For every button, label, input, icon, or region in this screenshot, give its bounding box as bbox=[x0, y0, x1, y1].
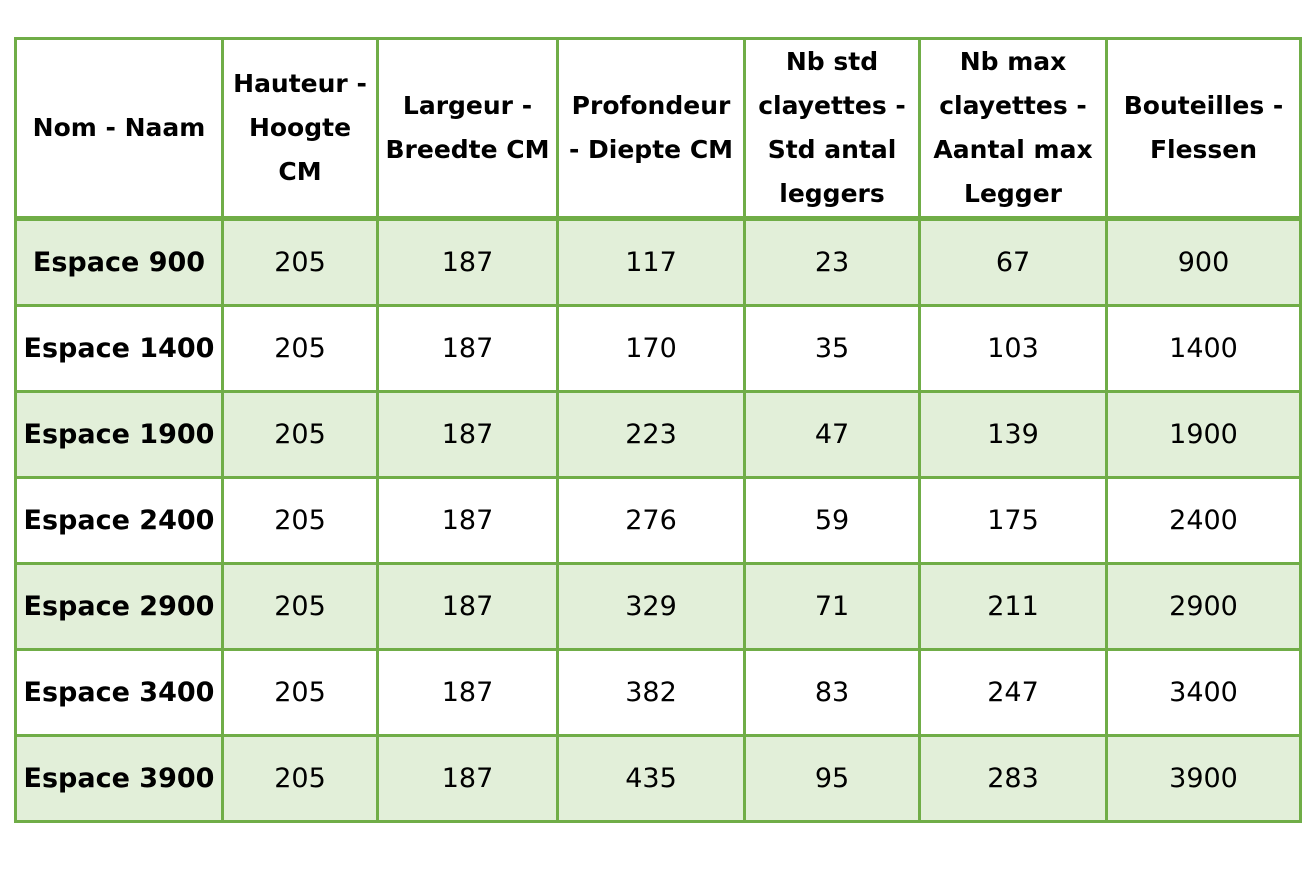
cell-std-shelves: 71 bbox=[743, 562, 921, 651]
cell-max-shelves: 67 bbox=[918, 217, 1108, 307]
cell-height: 205 bbox=[221, 217, 379, 307]
cell-std-shelves: 59 bbox=[743, 476, 921, 565]
table-row: Espace 2400 205 187 276 59 175 2400 bbox=[14, 476, 1302, 565]
header-std-shelves: Nb std clayettes - Std antal leggers bbox=[743, 37, 921, 221]
cell-std-shelves: 47 bbox=[743, 390, 921, 479]
header-max-shelves: Nb max clayettes - Aantal max Legger bbox=[918, 37, 1108, 221]
cell-depth: 435 bbox=[556, 734, 746, 823]
cell-bottles: 2900 bbox=[1105, 562, 1302, 651]
header-width: Largeur - Breedte CM bbox=[376, 37, 559, 221]
cell-depth: 382 bbox=[556, 648, 746, 737]
table-row: Espace 900 205 187 117 23 67 900 bbox=[14, 217, 1302, 307]
cell-height: 205 bbox=[221, 390, 379, 479]
table-header: Nom - Naam Hauteur - Hoogte CM Largeur -… bbox=[14, 37, 1302, 221]
cell-model-name: Espace 1900 bbox=[14, 390, 224, 479]
table-body: Espace 900 205 187 117 23 67 900 Espace 1400 205… bbox=[14, 217, 1302, 823]
header-bottles: Bouteilles - Flessen bbox=[1105, 37, 1302, 221]
cell-model-name: Espace 1400 bbox=[14, 304, 224, 393]
cell-width: 187 bbox=[376, 562, 559, 651]
header-depth: Profondeur - Diepte CM bbox=[556, 37, 746, 221]
cell-model-name: Espace 900 bbox=[14, 217, 224, 307]
table-row: Espace 3900 205 187 435 95 283 3900 bbox=[14, 734, 1302, 823]
cell-std-shelves: 35 bbox=[743, 304, 921, 393]
table-row: Espace 3400 205 187 382 83 247 3400 bbox=[14, 648, 1302, 737]
header-name: Nom - Naam bbox=[14, 37, 224, 221]
cell-model-name: Espace 2400 bbox=[14, 476, 224, 565]
cell-height: 205 bbox=[221, 304, 379, 393]
cell-depth: 223 bbox=[556, 390, 746, 479]
cell-width: 187 bbox=[376, 734, 559, 823]
table-row: Espace 1400 205 187 170 35 103 1400 bbox=[14, 304, 1302, 393]
cell-max-shelves: 139 bbox=[918, 390, 1108, 479]
cell-depth: 329 bbox=[556, 562, 746, 651]
cell-std-shelves: 83 bbox=[743, 648, 921, 737]
cell-height: 205 bbox=[221, 562, 379, 651]
cell-width: 187 bbox=[376, 390, 559, 479]
cell-bottles: 900 bbox=[1105, 217, 1302, 307]
cell-depth: 170 bbox=[556, 304, 746, 393]
cell-max-shelves: 283 bbox=[918, 734, 1108, 823]
cell-depth: 276 bbox=[556, 476, 746, 565]
header-row: Nom - Naam Hauteur - Hoogte CM Largeur -… bbox=[14, 37, 1302, 221]
cell-bottles: 3900 bbox=[1105, 734, 1302, 823]
cell-height: 205 bbox=[221, 734, 379, 823]
cell-height: 205 bbox=[221, 476, 379, 565]
cell-model-name: Espace 3900 bbox=[14, 734, 224, 823]
table-row: Espace 1900 205 187 223 47 139 1900 bbox=[14, 390, 1302, 479]
cell-max-shelves: 175 bbox=[918, 476, 1108, 565]
cell-max-shelves: 211 bbox=[918, 562, 1108, 651]
cell-bottles: 2400 bbox=[1105, 476, 1302, 565]
header-height: Hauteur - Hoogte CM bbox=[221, 37, 379, 221]
cell-width: 187 bbox=[376, 648, 559, 737]
cell-bottles: 1400 bbox=[1105, 304, 1302, 393]
specifications-table: Nom - Naam Hauteur - Hoogte CM Largeur -… bbox=[14, 37, 1302, 823]
cell-model-name: Espace 2900 bbox=[14, 562, 224, 651]
cell-max-shelves: 103 bbox=[918, 304, 1108, 393]
cell-bottles: 1900 bbox=[1105, 390, 1302, 479]
cell-depth: 117 bbox=[556, 217, 746, 307]
cell-width: 187 bbox=[376, 476, 559, 565]
table-row: Espace 2900 205 187 329 71 211 2900 bbox=[14, 562, 1302, 651]
cell-std-shelves: 23 bbox=[743, 217, 921, 307]
cell-bottles: 3400 bbox=[1105, 648, 1302, 737]
cell-height: 205 bbox=[221, 648, 379, 737]
cell-width: 187 bbox=[376, 217, 559, 307]
cell-std-shelves: 95 bbox=[743, 734, 921, 823]
cell-model-name: Espace 3400 bbox=[14, 648, 224, 737]
cell-width: 187 bbox=[376, 304, 559, 393]
cell-max-shelves: 247 bbox=[918, 648, 1108, 737]
